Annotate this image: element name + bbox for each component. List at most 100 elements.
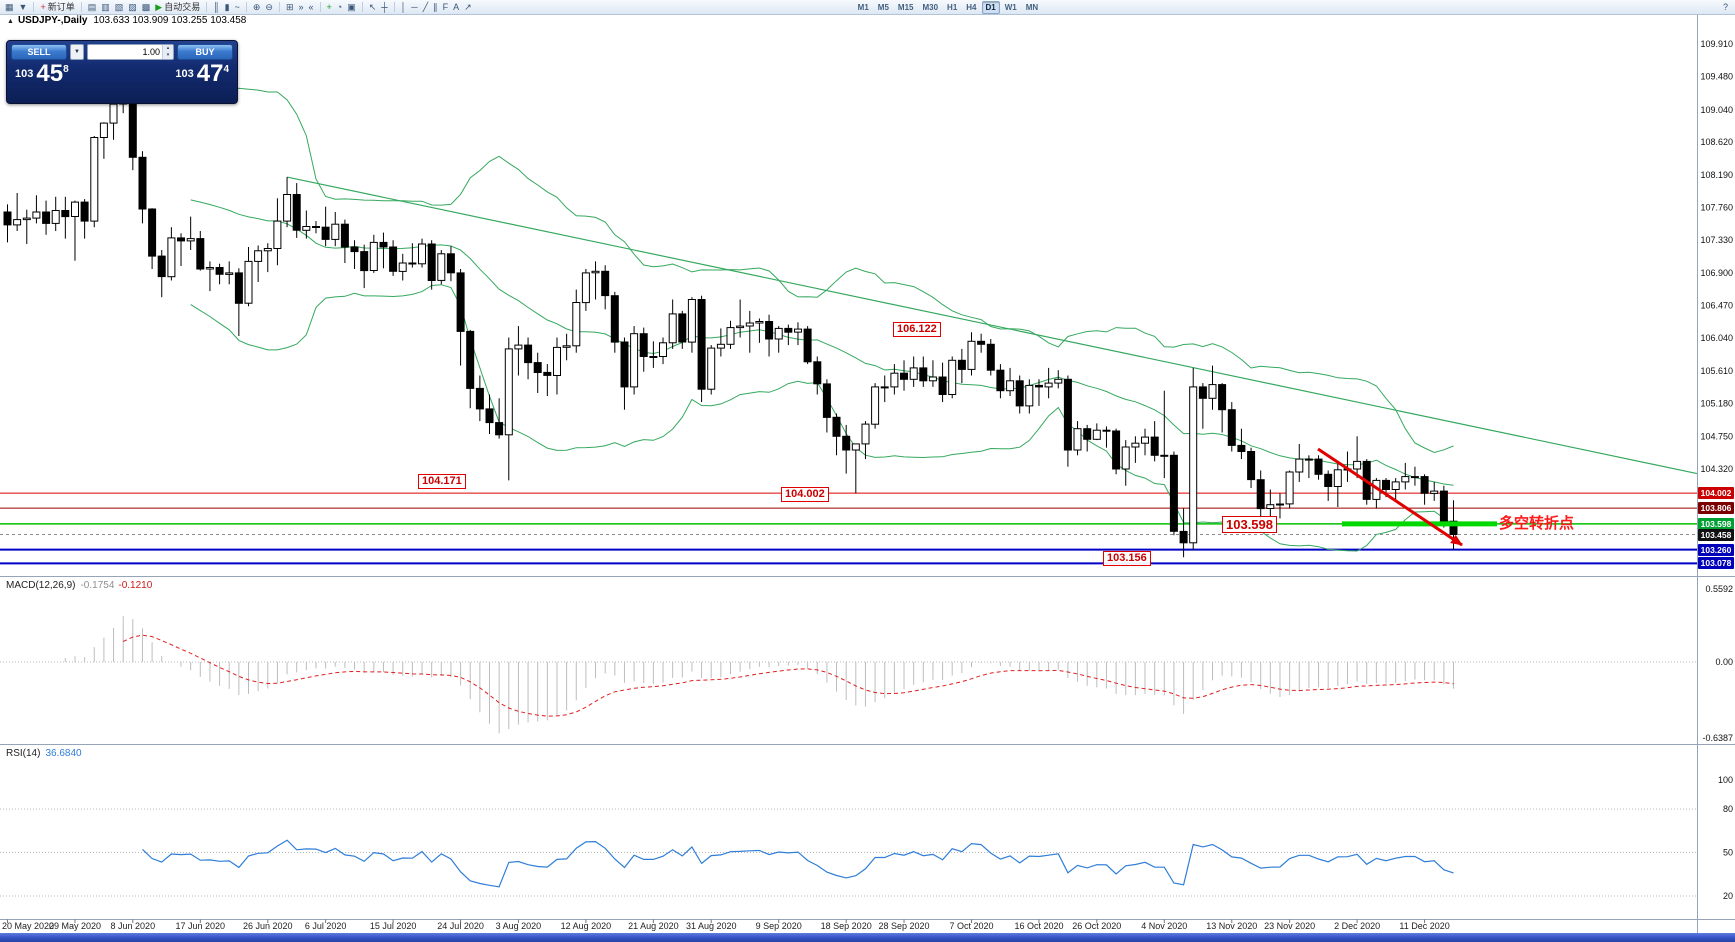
svg-text:21 Aug 2020: 21 Aug 2020 [628, 921, 679, 931]
indicators-icon[interactable]: + [326, 2, 332, 12]
axis-price-marker: 103.458 [1698, 529, 1734, 541]
trendline-icon[interactable]: ╱ [422, 2, 429, 12]
timeframe-m5[interactable]: M5 [877, 2, 889, 12]
buy-button[interactable]: BUY [177, 44, 233, 60]
symbol-period-label: USDJPY-,Daily [17, 15, 88, 26]
channel-icon[interactable]: ∥ [433, 2, 438, 12]
buy-price-pip: 4 [223, 64, 229, 75]
bar-chart-icon[interactable]: ║ [213, 2, 220, 12]
sell-price[interactable]: 103 458 [15, 61, 69, 87]
chart-text-label[interactable]: 106.122 [893, 322, 941, 337]
strategy-tester-icon[interactable]: ▩ [141, 2, 151, 12]
toolbar-separator [361, 2, 363, 12]
buy-price[interactable]: 103 474 [175, 61, 229, 87]
timeframe-h1[interactable]: H1 [947, 2, 958, 12]
axis-price-marker: 103.078 [1698, 557, 1734, 569]
order-type-dropdown[interactable]: ▼ [70, 44, 84, 60]
timeframe-m30[interactable]: M30 [922, 2, 939, 12]
chart-text-label[interactable]: 104.002 [781, 487, 829, 502]
svg-text:109.480: 109.480 [1700, 72, 1733, 82]
macd-title: MACD(12,26,9) [6, 580, 76, 591]
svg-text:16 Oct 2020: 16 Oct 2020 [1014, 921, 1063, 931]
chart-text-label[interactable]: 103.598 [1222, 516, 1277, 533]
svg-text:8 Jun 2020: 8 Jun 2020 [111, 921, 156, 931]
descending-trendline[interactable] [286, 176, 1698, 475]
oct-collapse-arrow-icon[interactable]: ▲ [7, 18, 14, 25]
svg-text:9 Sep 2020: 9 Sep 2020 [756, 921, 802, 931]
toolbar-icons: ▦ ▼ + 新订单 ▤ ▥ ▧ ▨ ▩ ▶ 自动交易 ║ ▮ ~ ⊕ ⊖ ⊞ » « + ◔ ▣ ↖ ┼ │ ─ ╱ ∥ F A ↗ [3, 1, 474, 13]
toolbar-separator [80, 2, 82, 12]
market-watch-icon[interactable]: ▤ [87, 2, 97, 12]
svg-text:107.760: 107.760 [1700, 203, 1733, 213]
axis-price-marker: 104.002 [1698, 487, 1734, 499]
vertical-line-icon[interactable]: │ [400, 2, 407, 12]
timeframe-h4[interactable]: H4 [966, 2, 977, 12]
svg-text:11 Dec 2020: 11 Dec 2020 [1399, 921, 1449, 931]
sell-price-big: 45 [36, 60, 64, 87]
sell-price-prefix: 103 [15, 68, 34, 80]
rsi-value: 36.6840 [45, 748, 82, 759]
chart-profiles-icon[interactable]: ▼ [18, 2, 28, 12]
tile-windows-icon[interactable]: ⊞ [285, 2, 294, 12]
rsi-line [142, 839, 1454, 888]
navigator-icon[interactable]: ▧ [114, 2, 124, 12]
svg-text:17 Jun 2020: 17 Jun 2020 [176, 921, 226, 931]
svg-text:4 Nov 2020: 4 Nov 2020 [1141, 921, 1187, 931]
svg-text:104.320: 104.320 [1700, 464, 1733, 474]
down-arrow-annotation[interactable] [1317, 447, 1463, 547]
axis-price-marker: 103.806 [1698, 502, 1734, 514]
chart-text-label[interactable]: 103.156 [1103, 551, 1151, 566]
svg-text:0.00: 0.00 [1715, 657, 1733, 667]
lot-decrease-button[interactable]: ▾ [163, 52, 173, 59]
lot-increase-button[interactable]: ▴ [163, 45, 173, 52]
buy-price-big: 47 [196, 60, 224, 87]
horizontal-level-lines[interactable] [0, 492, 1697, 565]
cursor-icon[interactable]: ↖ [368, 2, 377, 12]
svg-text:28 Sep 2020: 28 Sep 2020 [878, 921, 929, 931]
sell-price-pip: 8 [63, 64, 69, 75]
terminal-icon[interactable]: ▨ [128, 2, 137, 12]
fibonacci-icon[interactable]: F [442, 2, 449, 12]
axis-price-marker: 103.260 [1698, 544, 1734, 556]
chart-text-label[interactable]: 104.171 [418, 474, 466, 489]
ohlc-values: 103.633 103.909 103.255 103.458 [93, 15, 247, 26]
svg-text:3 Aug 2020: 3 Aug 2020 [496, 921, 542, 931]
rsi-title: RSI(14) [6, 748, 41, 759]
periods-icon[interactable]: ◔ [336, 2, 343, 12]
templates-icon[interactable]: ▣ [347, 2, 356, 12]
help-icon[interactable]: ? [1722, 2, 1728, 12]
svg-text:100: 100 [1718, 775, 1733, 785]
zoom-in-icon[interactable]: ⊕ [252, 2, 261, 12]
macd-histogram [64, 616, 1454, 734]
new-order-button[interactable]: + 新订单 [40, 2, 75, 12]
timeframe-m1[interactable]: M1 [857, 2, 869, 12]
crosshair-icon[interactable]: ┼ [381, 2, 388, 12]
macd-signal-line [122, 634, 1454, 717]
svg-text:106.040: 106.040 [1700, 333, 1733, 343]
new-chart-icon[interactable]: ▦ [5, 2, 14, 12]
svg-text:107.330: 107.330 [1700, 235, 1733, 245]
svg-text:106.470: 106.470 [1700, 301, 1733, 311]
timeframe-w1[interactable]: W1 [1004, 2, 1017, 12]
horizontal-line-icon[interactable]: ─ [411, 2, 418, 12]
lot-size-input[interactable] [88, 45, 162, 59]
zoom-out-icon[interactable]: ⊖ [265, 2, 273, 12]
arrows-icon[interactable]: ↗ [464, 2, 472, 12]
data-window-icon[interactable]: ▥ [101, 2, 110, 12]
timeframe-m15[interactable]: M15 [897, 2, 914, 12]
timeframe-mn[interactable]: MN [1025, 2, 1039, 12]
chart-shift-icon[interactable]: « [308, 2, 314, 12]
svg-text:108.620: 108.620 [1700, 137, 1733, 147]
auto-scroll-icon[interactable]: » [298, 2, 304, 12]
candlestick-chart-icon[interactable]: ▮ [224, 2, 230, 12]
text-icon[interactable]: A [453, 2, 460, 12]
line-chart-icon[interactable]: ~ [234, 2, 240, 12]
turning-point-annotation[interactable]: 多空转折点 [1499, 515, 1575, 532]
timeframe-d1[interactable]: D1 [981, 0, 1000, 14]
sell-button[interactable]: SELL [11, 44, 67, 60]
lot-spinner: ▴ ▾ [162, 45, 173, 59]
autotrading-button[interactable]: ▶ 自动交易 [155, 2, 201, 12]
macd-main-value: -0.1754 [80, 580, 115, 591]
